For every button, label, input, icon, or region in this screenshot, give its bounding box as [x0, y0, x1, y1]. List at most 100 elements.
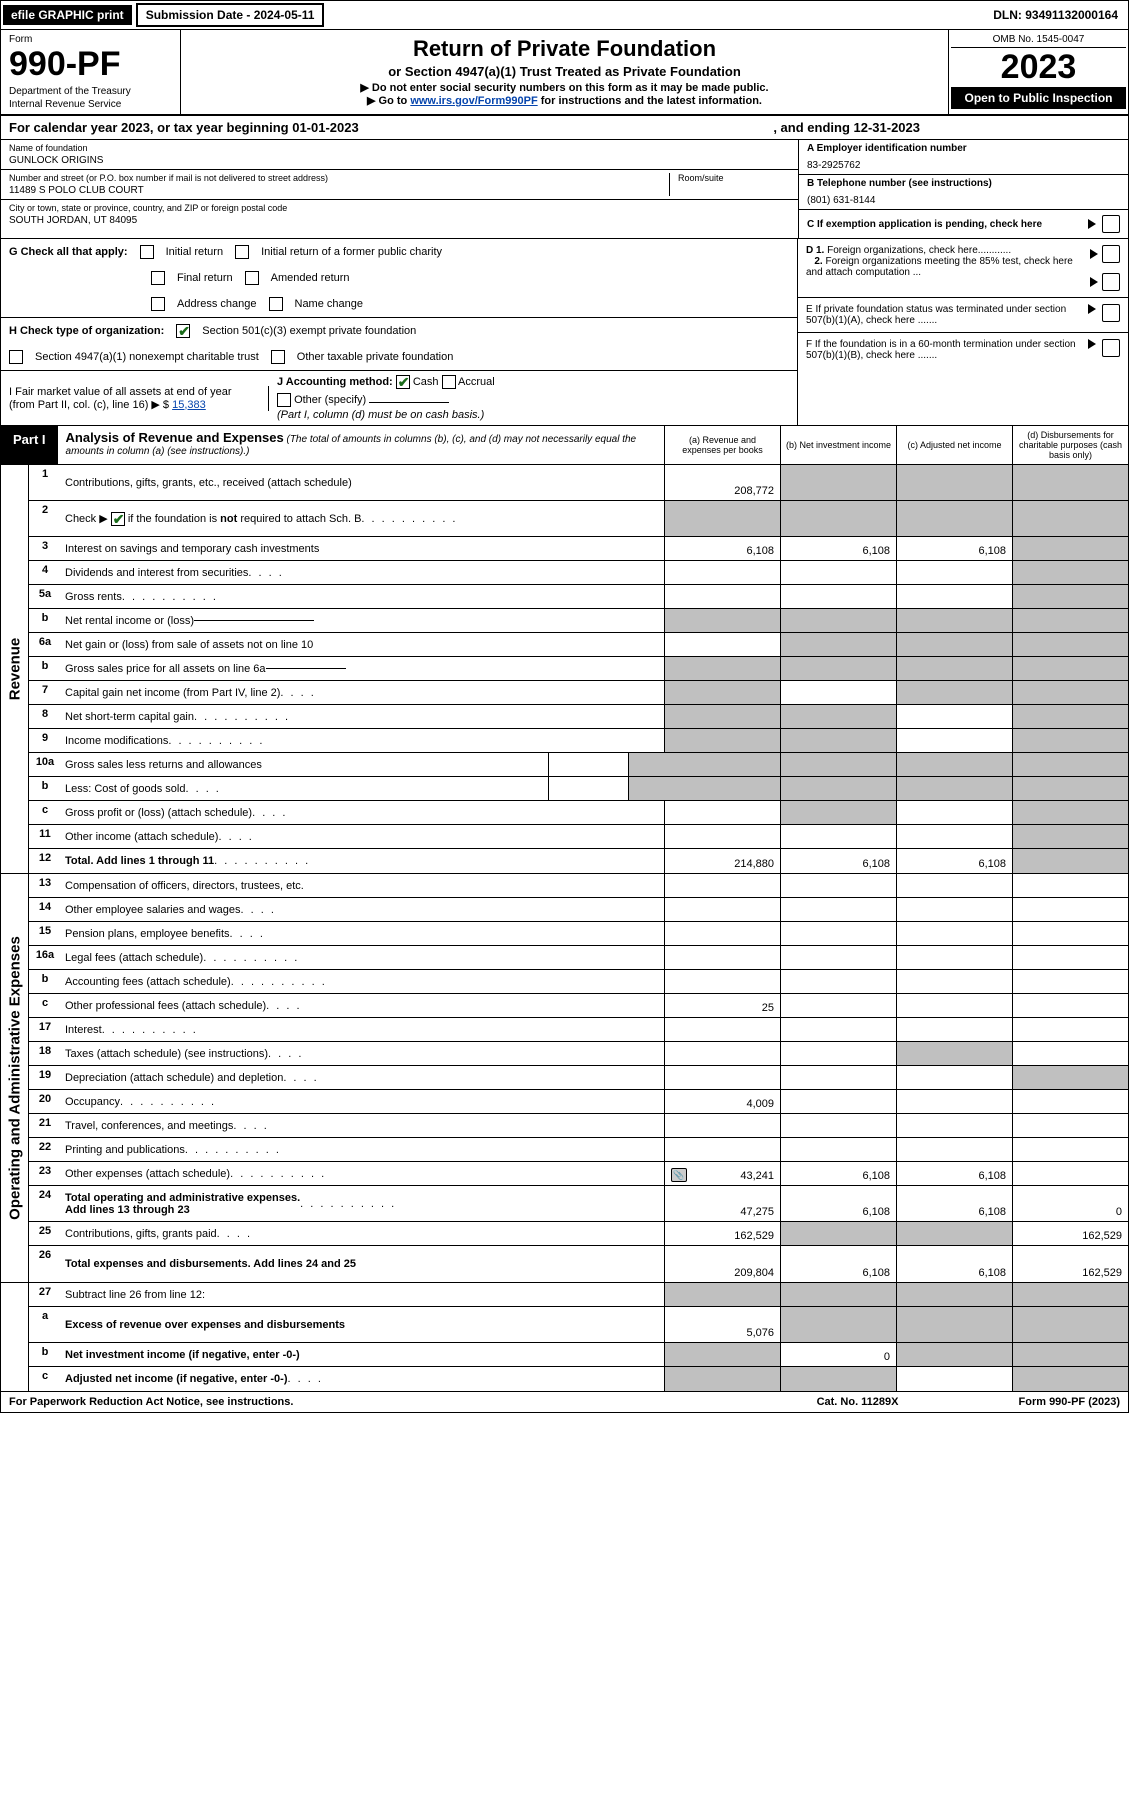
col-d-val	[1012, 970, 1128, 993]
accrual-checkbox[interactable]	[442, 375, 456, 389]
col-a-val	[664, 922, 780, 945]
final-return-checkbox[interactable]	[151, 271, 165, 285]
col-c-val	[896, 465, 1012, 500]
col-d-val	[1012, 1114, 1128, 1137]
e-checkbox[interactable]	[1102, 304, 1120, 322]
col-d-val	[1012, 609, 1128, 632]
col-b-val	[780, 801, 896, 824]
col-d-val: 162,529	[1012, 1246, 1128, 1282]
col-a-val	[628, 753, 780, 776]
line-num: 4	[29, 561, 61, 584]
line-desc: Other income (attach schedule)	[61, 825, 664, 848]
foundation-name-cell: Name of foundation GUNLOCK ORIGINS	[1, 140, 798, 170]
line-24: 24Total operating and administrative exp…	[29, 1186, 1128, 1222]
g-label: G Check all that apply:	[9, 246, 128, 258]
col-d-val	[1012, 898, 1128, 921]
street-address: 11489 S POLO CLUB COURT	[9, 185, 661, 196]
line-num: 15	[29, 922, 61, 945]
name-change-checkbox[interactable]	[269, 297, 283, 311]
col-c-val	[896, 705, 1012, 728]
col-c-val	[896, 874, 1012, 897]
f-checkbox[interactable]	[1102, 339, 1120, 357]
amended-return-checkbox[interactable]	[245, 271, 259, 285]
col-a-val	[664, 561, 780, 584]
name-label: Name of foundation	[9, 143, 790, 153]
irs-label: Internal Revenue Service	[9, 99, 172, 110]
column-headers: (a) Revenue and expenses per books (b) N…	[664, 426, 1128, 464]
part1-header: Part I Analysis of Revenue and Expenses …	[1, 426, 1128, 465]
fmv-value-link[interactable]: 15,383	[172, 399, 206, 411]
line-num: b	[29, 970, 61, 993]
4947-checkbox[interactable]	[9, 350, 23, 364]
omb-number: OMB No. 1545-0047	[951, 32, 1126, 48]
col-a-val: 162,529	[664, 1222, 780, 1245]
col-b-val	[780, 585, 896, 608]
col-c-val	[896, 801, 1012, 824]
line-desc: Subtract line 26 from line 12:	[61, 1283, 664, 1306]
form990pf-link[interactable]: www.irs.gov/Form990PF	[410, 95, 537, 107]
line-23: 23Other expenses (attach schedule)📎43,24…	[29, 1162, 1128, 1186]
initial-former-checkbox[interactable]	[235, 245, 249, 259]
col-c-val	[896, 1138, 1012, 1161]
line-desc: Interest	[61, 1018, 664, 1041]
501c3-checkbox[interactable]	[176, 324, 190, 338]
line-10b: b Less: Cost of goods sold	[29, 777, 1128, 801]
cash-checkbox[interactable]	[396, 375, 410, 389]
other-specify-line[interactable]	[369, 402, 449, 403]
instr-pre: ▶ Go to	[367, 95, 410, 107]
rental-income-input[interactable]	[194, 620, 314, 621]
txt: Contributions, gifts, grants paid	[65, 1228, 217, 1240]
d1-checkbox[interactable]	[1102, 245, 1120, 263]
line-desc: Taxes (attach schedule) (see instruction…	[61, 1042, 664, 1065]
line-5a: 5a Gross rents	[29, 585, 1128, 609]
col-b-val	[780, 609, 896, 632]
col-c-val	[896, 777, 1012, 800]
sales-price-input[interactable]	[266, 668, 346, 669]
line-num: 12	[29, 849, 61, 873]
sch-b-checkbox[interactable]	[111, 512, 125, 526]
addr-change-checkbox[interactable]	[151, 297, 165, 311]
line-num: c	[29, 1367, 61, 1391]
other-taxable-checkbox[interactable]	[271, 350, 285, 364]
col-b-val	[780, 1283, 896, 1306]
col-d-val	[1012, 537, 1128, 560]
col-b-val	[780, 1090, 896, 1113]
name-change-label: Name change	[295, 298, 364, 310]
line-27-section: 27Subtract line 26 from line 12: aExcess…	[1, 1283, 1128, 1391]
d2-checkbox[interactable]	[1102, 273, 1120, 291]
c-label: C If exemption application is pending, c…	[807, 219, 1082, 230]
form-container: efile GRAPHIC print Submission Date - 20…	[0, 0, 1129, 1413]
arrow-icon	[1090, 277, 1098, 287]
col-a-val	[664, 633, 780, 656]
calendar-year-row: For calendar year 2023, or tax year begi…	[1, 116, 1128, 140]
line-num: b	[29, 657, 61, 680]
col-b-val	[780, 501, 896, 536]
col-d-val	[1012, 922, 1128, 945]
line-desc: Net rental income or (loss)	[61, 609, 664, 632]
line-13: 13Compensation of officers, directors, t…	[29, 874, 1128, 898]
line-desc: Excess of revenue over expenses and disb…	[61, 1307, 664, 1342]
col-b-val: 0	[780, 1343, 896, 1366]
accrual-label: Accrual	[458, 376, 495, 388]
txt: Travel, conferences, and meetings	[65, 1120, 233, 1132]
address-row: Number and street (or P.O. box number if…	[1, 170, 798, 200]
col-c-val: 6,108	[896, 1246, 1012, 1282]
col-a-val	[628, 777, 780, 800]
efile-print-button[interactable]: efile GRAPHIC print	[3, 5, 132, 25]
attachment-icon[interactable]: 📎	[671, 1168, 687, 1182]
col-c-val	[896, 585, 1012, 608]
exemption-checkbox[interactable]	[1102, 215, 1120, 233]
txt: Dividends and interest from securities	[65, 567, 248, 579]
line-11: 11 Other income (attach schedule)	[29, 825, 1128, 849]
col-c-val	[896, 729, 1012, 752]
other-taxable-label: Other taxable private foundation	[297, 351, 454, 363]
line-21: 21Travel, conferences, and meetings	[29, 1114, 1128, 1138]
other-method-checkbox[interactable]	[277, 393, 291, 407]
line-26: 26Total expenses and disbursements. Add …	[29, 1246, 1128, 1282]
line-desc: Depreciation (attach schedule) and deple…	[61, 1066, 664, 1089]
initial-return-checkbox[interactable]	[140, 245, 154, 259]
col-a-val	[664, 1367, 780, 1391]
col-d-val	[1012, 1343, 1128, 1366]
col-b-val	[780, 874, 896, 897]
line-desc: Interest on savings and temporary cash i…	[61, 537, 664, 560]
